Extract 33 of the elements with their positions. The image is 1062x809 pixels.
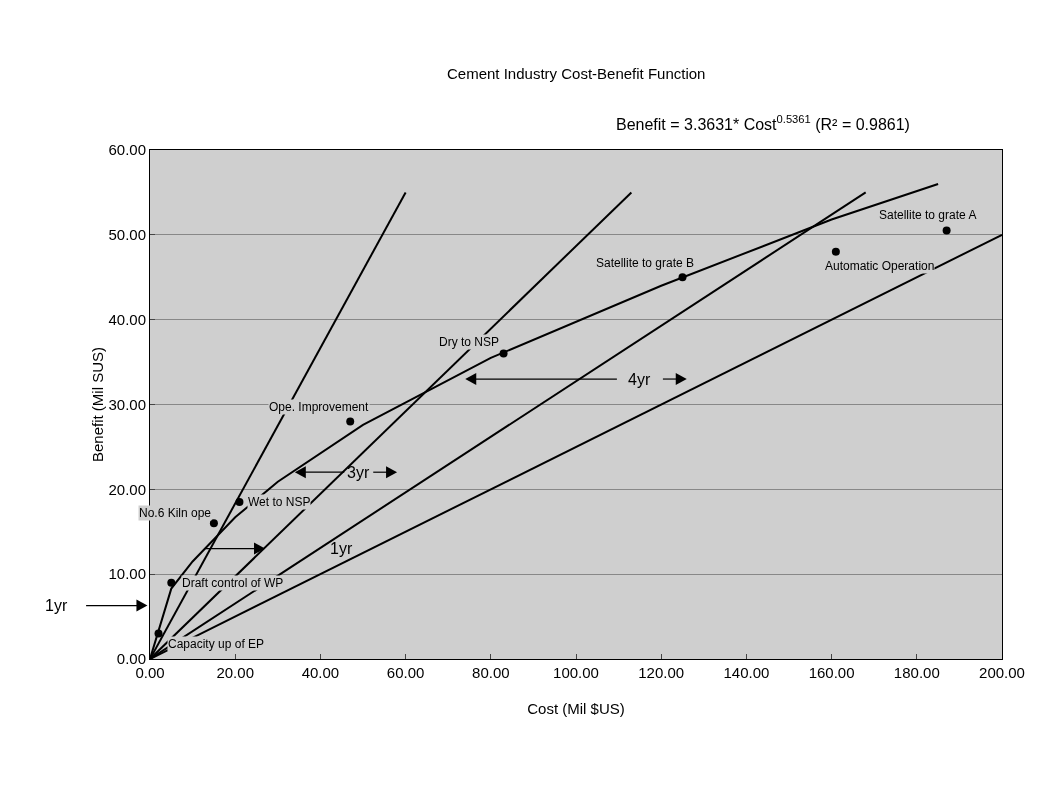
annotation: Satellite to grate A: [879, 208, 977, 222]
x-tick-label: 200.00: [979, 664, 1025, 681]
x-axis-title: Cost (Mil $US): [527, 700, 625, 717]
x-tick-label: 140.00: [723, 664, 770, 681]
annotation: Automatic Operation: [825, 259, 935, 273]
x-tick-label: 120.00: [638, 664, 685, 681]
y-tick-label: 50.00: [108, 226, 146, 244]
x-tick-label: 180.00: [893, 664, 940, 681]
annotation: 1yr: [330, 540, 353, 557]
annotation: Capacity up of EP: [168, 637, 265, 651]
annotation: Draft control of WP: [182, 576, 284, 590]
x-tick-label: 160.00: [808, 664, 855, 681]
chart-subtitle: Benefit = 3.3631* Cost$^{0.5361}$ (R² = 0.9861): [616, 113, 910, 133]
y-tick-label: 10.00: [108, 565, 146, 583]
annotation: Dry to NSP: [439, 335, 500, 349]
annotation: No.6 Kiln ope: [139, 506, 212, 520]
text: 1yr: [45, 597, 68, 614]
x-tick-label: 40.00: [301, 664, 340, 681]
x-tick-label: 100.00: [553, 664, 599, 681]
y-tick-label: 30.00: [108, 395, 146, 413]
y-tick-label: 20.00: [108, 480, 146, 498]
annotation: Ope. Improvement: [269, 400, 370, 414]
x-tick-label: 60.00: [386, 664, 425, 681]
annotation: Wet to NSP: [248, 495, 311, 509]
x-tick-label: 20.00: [216, 664, 254, 681]
y-axis-title: Benefit (Mil SUS): [89, 346, 107, 463]
annotation: Satellite to grate B: [596, 256, 695, 270]
annotation: 4yr: [628, 371, 651, 388]
annotation: 3yr: [347, 464, 370, 481]
y-tick-label: 60.00: [108, 141, 146, 159]
chart-title: Cement Industry Cost-Benefit Function: [447, 65, 706, 82]
y-tick-label: 40.00: [108, 310, 146, 328]
x-tick-label: 80.00: [472, 664, 510, 681]
